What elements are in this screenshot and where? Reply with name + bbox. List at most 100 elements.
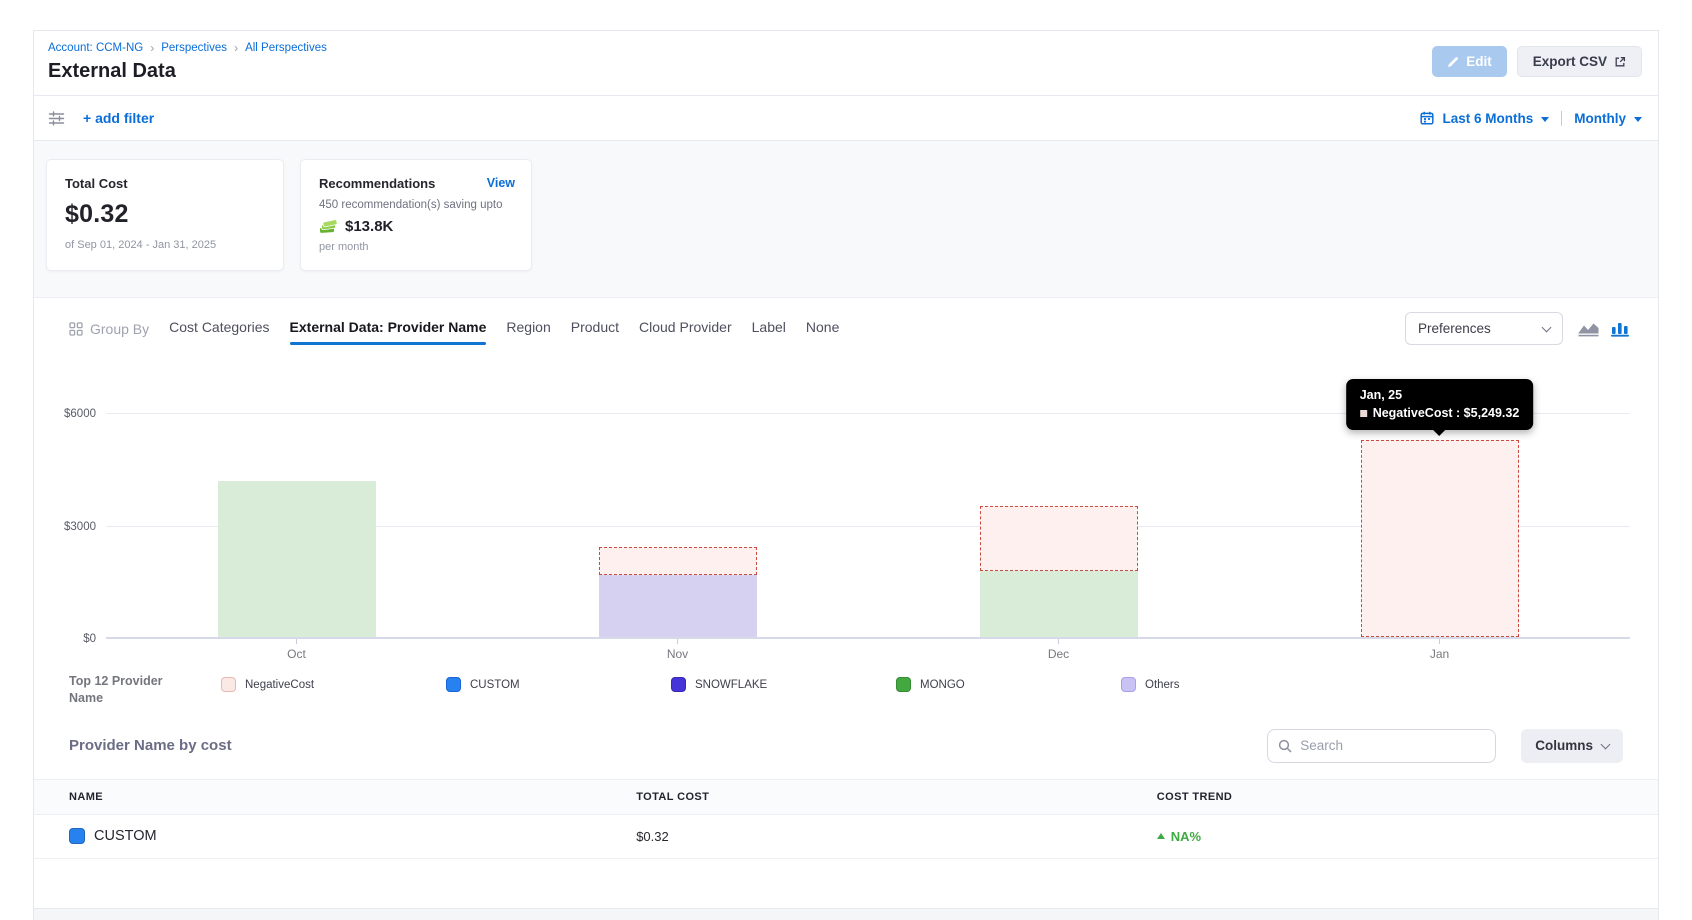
page-header: Account: CCM-NG › Perspectives › All Perspec…	[34, 31, 1658, 96]
name-cell: CUSTOM	[69, 828, 636, 845]
breadcrumb-link[interactable]: All Perspectives	[245, 42, 327, 54]
tab-product[interactable]: Product	[570, 318, 620, 335]
y-axis-label: $6000	[64, 408, 96, 420]
chart-slot-nov	[487, 359, 868, 639]
chevron-down-icon	[1600, 739, 1611, 750]
y-axis-label: $0	[83, 633, 96, 645]
savings-period: per month	[319, 241, 369, 253]
chart-plot: Jan, 25 NegativeCost : $5,249.32	[106, 359, 1630, 639]
edit-button[interactable]: Edit	[1432, 46, 1507, 77]
bar-segment-negativecost	[1360, 440, 1519, 637]
tooltip-series-swatch	[1359, 409, 1367, 417]
gridline-6000	[106, 413, 1630, 414]
bar-segment-negativecost	[598, 547, 757, 576]
calendar-icon	[1420, 111, 1435, 125]
recommendations-count: 450 recommendation(s) saving upto	[319, 199, 503, 211]
summary-cards: Total Cost $0.32 of Sep 01, 2024 - Jan 3…	[34, 141, 1658, 271]
legend-item-others[interactable]: Others	[1121, 677, 1346, 692]
x-axis-tick	[1439, 639, 1440, 644]
granularity-selector[interactable]: Monthly	[1574, 110, 1626, 126]
breadcrumb-link[interactable]: Perspectives	[161, 42, 228, 54]
breadcrumb-separator: ›	[234, 41, 239, 55]
tooltip-arrow	[1432, 429, 1447, 437]
legend-swatch	[221, 677, 236, 692]
legend-item-mongo[interactable]: MONGO	[896, 677, 1121, 692]
chevron-down-icon	[1541, 322, 1552, 332]
total-cost-card: Total Cost $0.32 of Sep 01, 2024 - Jan 3…	[46, 159, 284, 271]
x-axis-tick	[677, 639, 678, 644]
chart-slot-dec	[868, 359, 1249, 639]
row-color-swatch	[69, 828, 85, 845]
bar-segment-negativecost	[979, 506, 1138, 571]
bar-dec[interactable]	[979, 506, 1138, 637]
tab-cost-categories[interactable]: Cost Categories	[169, 318, 270, 335]
group-by-row: Group By Cost Categories External Data: P…	[34, 298, 1658, 345]
time-controls: Last 6 Months Monthly	[1420, 110, 1642, 126]
area-chart-icon[interactable]	[1577, 320, 1600, 337]
bar-chart-icon[interactable]	[1610, 320, 1630, 337]
bar-segment-mongo	[979, 571, 1138, 637]
cost-trend-cell: NA%	[1156, 829, 1623, 844]
tab-region[interactable]: Region	[506, 318, 551, 335]
main-panel: Account: CCM-NG › Perspectives › All Perspec…	[33, 30, 1659, 920]
pencil-icon	[1447, 56, 1459, 68]
group-by-tabs: Cost Categories External Data: Provider N…	[169, 313, 839, 345]
x-axis-tick	[296, 639, 297, 644]
view-recommendations-link[interactable]: View	[486, 176, 515, 190]
column-header-name[interactable]: NAME	[69, 790, 103, 803]
gridline-3000	[106, 525, 1630, 527]
divider	[1561, 110, 1563, 126]
filter-bar: + add filter Last 6 Months Monthly	[34, 96, 1658, 141]
total-cost-period: of Sep 01, 2024 - Jan 31, 2025	[65, 239, 217, 251]
x-axis-tick	[1058, 639, 1059, 644]
legend-item-custom[interactable]: CUSTOM	[446, 677, 671, 692]
tab-none[interactable]: None	[805, 318, 840, 335]
savings-amount: $13.8K	[345, 218, 394, 235]
legend-item-snowflake[interactable]: SNOWFLAKE	[671, 677, 896, 692]
chart-slot-oct	[106, 359, 487, 639]
next-row-partial	[34, 908, 1658, 920]
preferences-dropdown[interactable]: Preferences	[1405, 312, 1563, 345]
column-header-total-cost[interactable]: TOTAL COST	[636, 790, 710, 803]
legend-item-negativecost[interactable]: NegativeCost	[221, 677, 446, 692]
add-filter-button[interactable]: + add filter	[83, 110, 155, 126]
tab-cloud-provider[interactable]: Cloud Provider	[639, 318, 732, 335]
group-by-label: Group By	[69, 321, 149, 337]
external-link-icon	[1614, 56, 1626, 68]
money-icon	[319, 219, 338, 234]
table-header: NAME TOTAL COST COST TREND	[34, 778, 1658, 815]
total-cost-value: $0.32	[65, 200, 129, 228]
chevron-down-icon[interactable]	[1634, 116, 1642, 122]
column-header-cost-trend[interactable]: COST TREND	[1156, 790, 1233, 803]
recommendations-card: Recommendations View 450 recommendation(…	[300, 159, 532, 271]
x-axis-label-jan: Jan	[1249, 639, 1630, 661]
table-toolbar: Provider Name by cost Columns	[34, 728, 1658, 763]
chart-slot-jan	[1249, 359, 1630, 639]
chart-legend: Top 12 Provider Name NegativeCost CUSTOM S…	[34, 661, 1658, 707]
bar-oct[interactable]	[217, 481, 376, 637]
tooltip-value: NegativeCost : $5,249.32	[1372, 406, 1520, 421]
bar-nov[interactable]	[598, 547, 757, 637]
search-input[interactable]	[1300, 738, 1486, 754]
tab-external-data-provider-name[interactable]: External Data: Provider Name	[289, 313, 486, 345]
breadcrumb-separator: ›	[150, 41, 155, 55]
bar-segment-mongo	[217, 481, 376, 637]
stacked-bar-chart: $0 $3000 $6000 Jan, 25 NegativeCost : $5,2…	[34, 359, 1658, 645]
recommendations-label: Recommendations	[319, 176, 436, 191]
x-axis-label-dec: Dec	[868, 639, 1249, 661]
breadcrumb-link[interactable]: Account: CCM-NG	[48, 42, 144, 54]
table-row[interactable]: CUSTOM $0.32 NA%	[34, 814, 1658, 859]
bar-jan[interactable]	[1360, 440, 1519, 637]
filter-sliders-icon[interactable]	[44, 107, 69, 130]
legend-swatch	[671, 677, 686, 692]
x-axis-label-oct: Oct	[106, 639, 487, 661]
tab-label[interactable]: Label	[751, 318, 786, 335]
legend-swatch	[1121, 677, 1136, 692]
chevron-down-icon[interactable]	[1541, 116, 1550, 122]
export-csv-button[interactable]: Export CSV	[1516, 46, 1642, 77]
chart-section: Group By Cost Categories External Data: P…	[34, 297, 1658, 920]
date-range-selector[interactable]: Last 6 Months	[1442, 110, 1534, 126]
y-axis-label: $3000	[64, 520, 96, 533]
columns-button[interactable]: Columns	[1521, 728, 1623, 763]
content-area: Total Cost $0.32 of Sep 01, 2024 - Jan 3…	[34, 141, 1658, 920]
